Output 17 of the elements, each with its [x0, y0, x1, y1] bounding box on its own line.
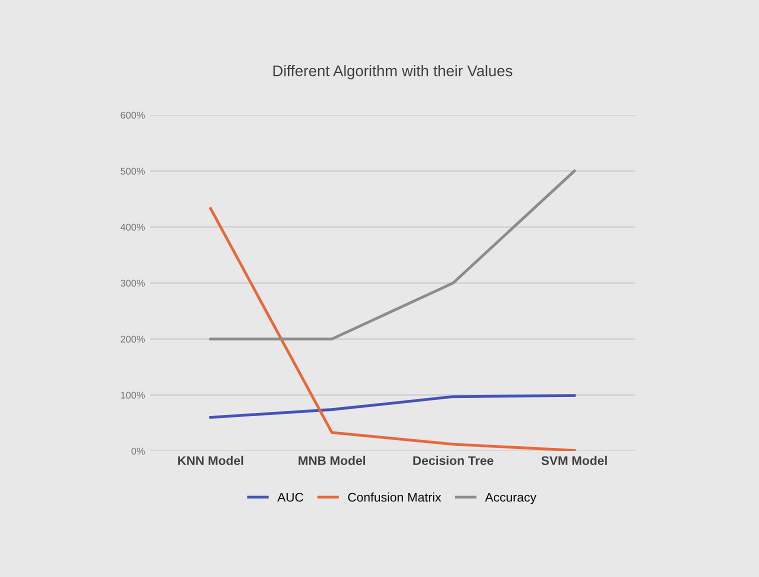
- y-tick-label: 600%: [120, 112, 145, 119]
- x-tick-label: KNN Model: [178, 456, 244, 466]
- y-tick-label: 400%: [120, 224, 145, 231]
- y-tick-label: 0%: [131, 448, 145, 455]
- chart-title: Different Algorithm with their Values: [273, 65, 512, 80]
- y-tick-label: 300%: [120, 280, 145, 287]
- x-tick-label: MNB Model: [298, 456, 366, 466]
- x-tick-label: Decision Tree: [413, 456, 494, 466]
- line-series: [209, 394, 576, 419]
- y-tick-label: 500%: [120, 168, 145, 175]
- x-tick-label: SVM Model: [541, 456, 607, 466]
- y-tick-label: 200%: [120, 336, 145, 343]
- legend-label: Confusion Matrix: [348, 492, 442, 502]
- y-tick-label: 100%: [121, 392, 145, 399]
- legend-label: Accuracy: [485, 492, 536, 504]
- line-series: [209, 207, 576, 451]
- legend-label: AUC: [277, 492, 304, 502]
